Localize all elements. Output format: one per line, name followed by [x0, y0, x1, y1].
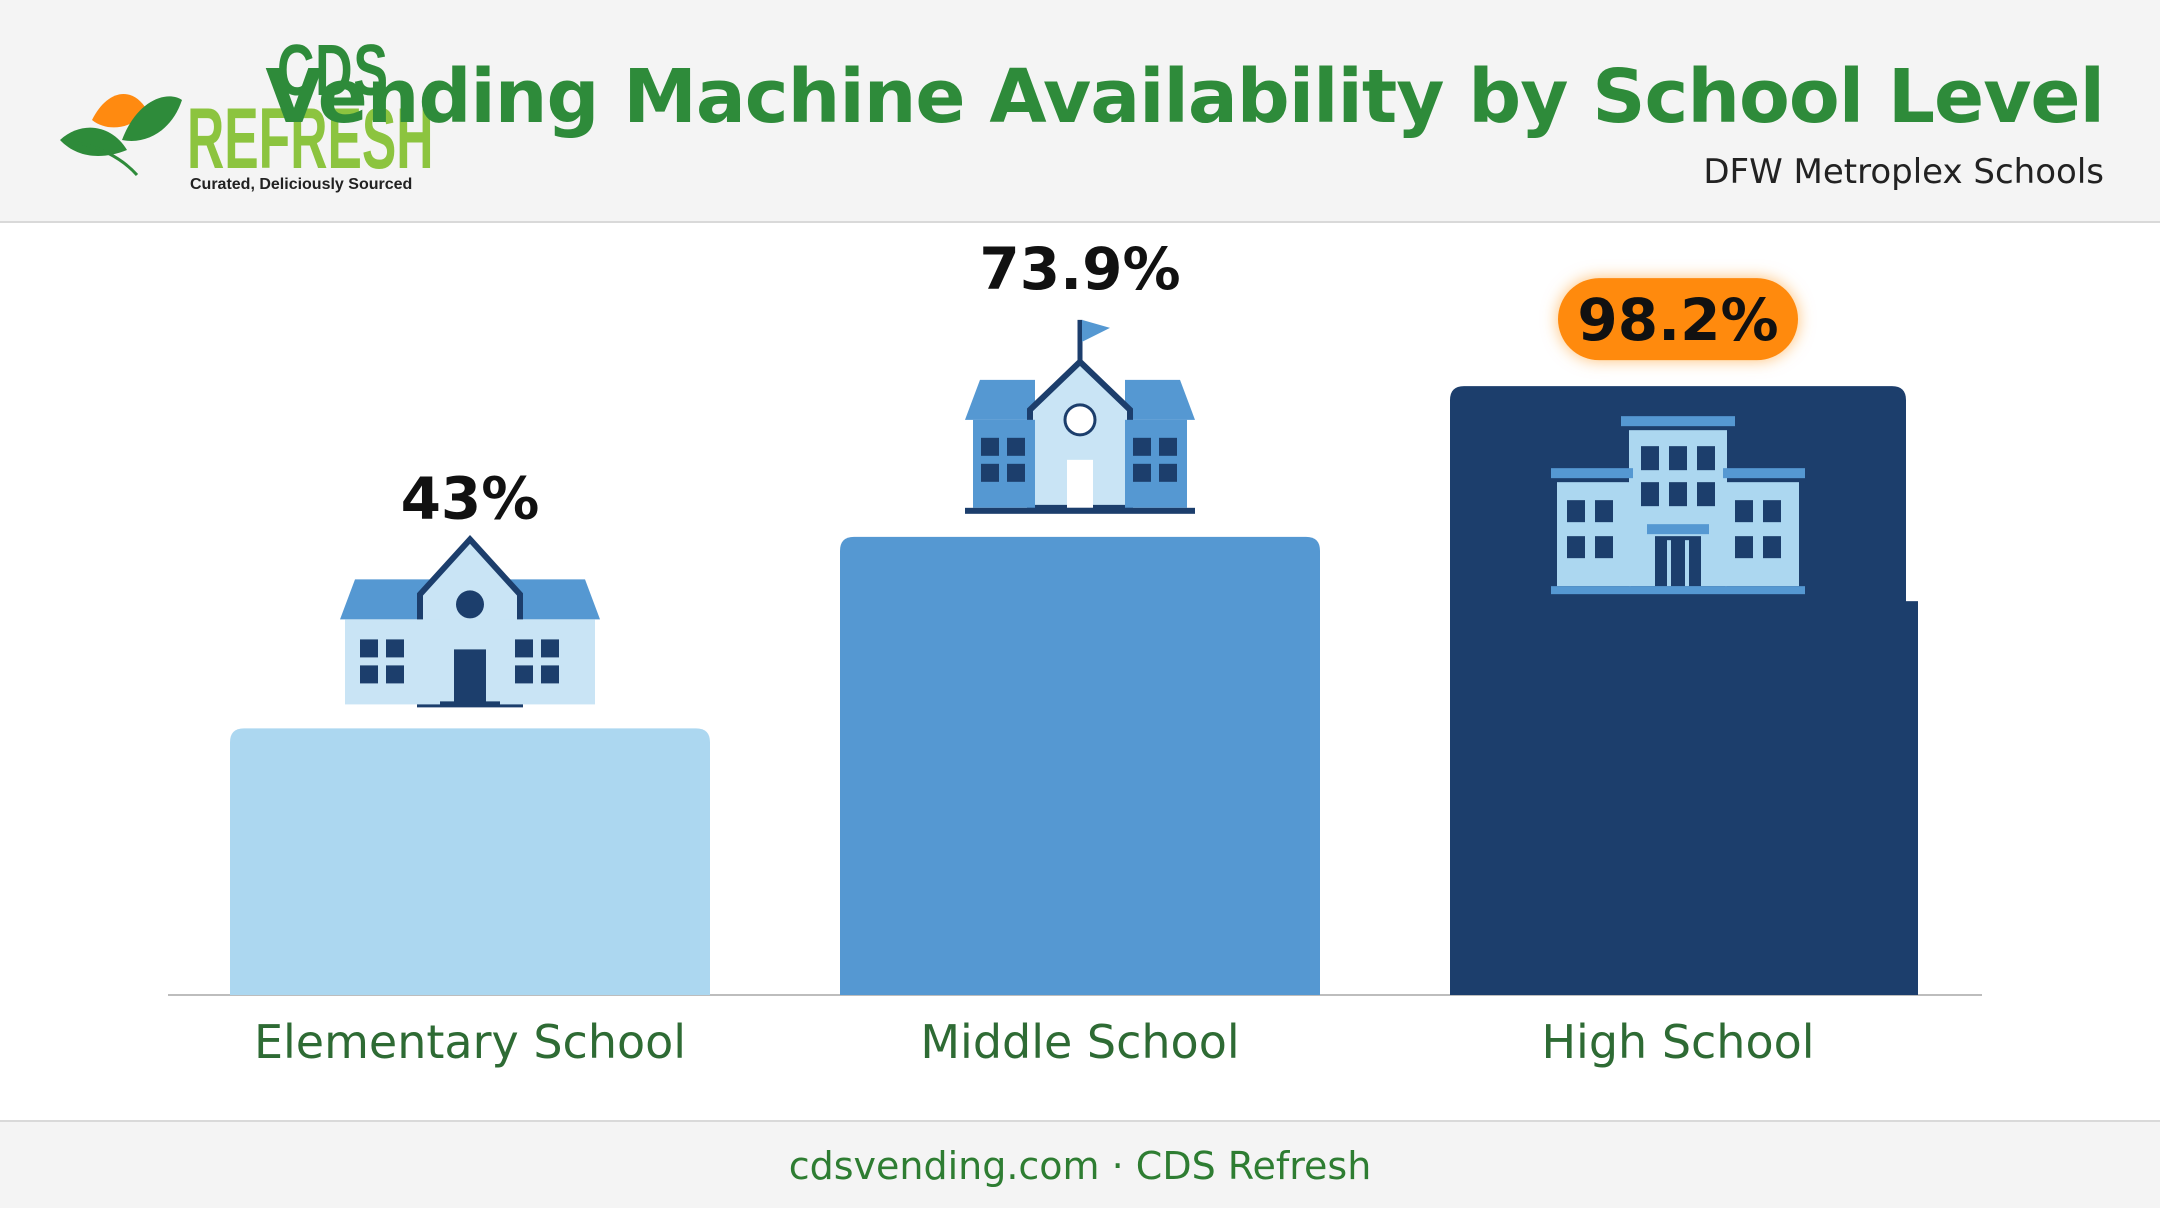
middle-window	[1133, 463, 1151, 482]
high-window	[1641, 446, 1659, 471]
high-window	[1697, 482, 1715, 507]
high-wing-right	[1725, 482, 1799, 587]
middle-window	[1159, 437, 1177, 456]
cds-refresh-logo: CDS REFRESH Curated, Deliciously Sourced	[52, 30, 434, 200]
bar-elementary-school	[230, 728, 710, 995]
school-house-icon	[340, 534, 600, 708]
middle-window	[1133, 437, 1151, 456]
value-label: 73.9%	[979, 235, 1180, 303]
school-window	[386, 665, 404, 684]
school-window	[515, 665, 533, 684]
high-roof-left	[1551, 468, 1633, 479]
school-wing-right	[500, 619, 595, 705]
high-window	[1763, 500, 1781, 523]
school-window	[386, 639, 404, 658]
school-window	[360, 639, 378, 658]
school-window	[541, 665, 559, 684]
school-door	[454, 649, 486, 705]
footer-text: cdsvending.com · CDS Refresh	[788, 1144, 1372, 1188]
logo-refresh-text: REFRESH	[187, 91, 434, 187]
category-label: High School	[1541, 1015, 1814, 1069]
high-window	[1567, 500, 1585, 523]
high-entrance-canopy	[1647, 524, 1709, 535]
school-window	[515, 639, 533, 658]
high-ground	[1551, 586, 1805, 595]
chart-title: Vending Machine Availability by School L…	[265, 54, 2105, 140]
middle-window	[1007, 437, 1025, 456]
middle-school-building-icon	[965, 319, 1195, 511]
high-window	[1669, 482, 1687, 507]
logo-cds-text: CDS	[277, 31, 389, 111]
high-window	[1697, 446, 1715, 471]
bar-middle-school	[840, 536, 1320, 995]
high-window	[1641, 482, 1659, 507]
header: CDS REFRESH Curated, Deliciously Sourced…	[0, 0, 2160, 223]
middle-window	[981, 463, 999, 482]
high-window	[1669, 446, 1687, 471]
high-roof-top	[1621, 416, 1735, 427]
logo-tagline: Curated, Deliciously Sourced	[190, 176, 413, 193]
bar-chart: 43% Elementary School 73.9% Middle School 98…	[168, 235, 1982, 1069]
footer: cdsvending.com · CDS Refresh	[0, 1120, 2160, 1208]
school-wing-left	[345, 619, 440, 705]
school-window	[360, 665, 378, 684]
category-label: Middle School	[920, 1015, 1239, 1069]
middle-door	[1067, 459, 1093, 508]
high-roof-right	[1723, 468, 1805, 479]
high-door	[1655, 536, 1701, 587]
high-window	[1595, 500, 1613, 523]
highlight-badge	[1558, 278, 1798, 361]
high-window	[1763, 536, 1781, 559]
high-door-split	[1667, 540, 1671, 587]
bar-group: 43% Elementary School	[230, 464, 710, 1069]
high-door-split	[1685, 540, 1689, 587]
middle-window	[981, 437, 999, 456]
bar-group: 98.2% High School	[1450, 278, 1918, 1069]
value-label: 43%	[401, 464, 540, 532]
high-window	[1567, 536, 1585, 559]
chart-subtitle: DFW Metroplex Schools	[1703, 152, 2104, 192]
middle-window	[1007, 463, 1025, 482]
middle-window	[1159, 463, 1177, 482]
bar-extension	[1906, 601, 1918, 995]
high-window	[1595, 536, 1613, 559]
high-window	[1735, 536, 1753, 559]
high-wing-left	[1557, 482, 1631, 587]
bar-group: 73.9% Middle School	[840, 235, 1320, 1069]
middle-ground	[965, 507, 1195, 514]
category-label: Elementary School	[254, 1015, 686, 1069]
leaves-icon	[60, 93, 182, 176]
high-window	[1735, 500, 1753, 523]
school-window	[541, 639, 559, 658]
value-label: 98.2%	[1577, 286, 1778, 354]
